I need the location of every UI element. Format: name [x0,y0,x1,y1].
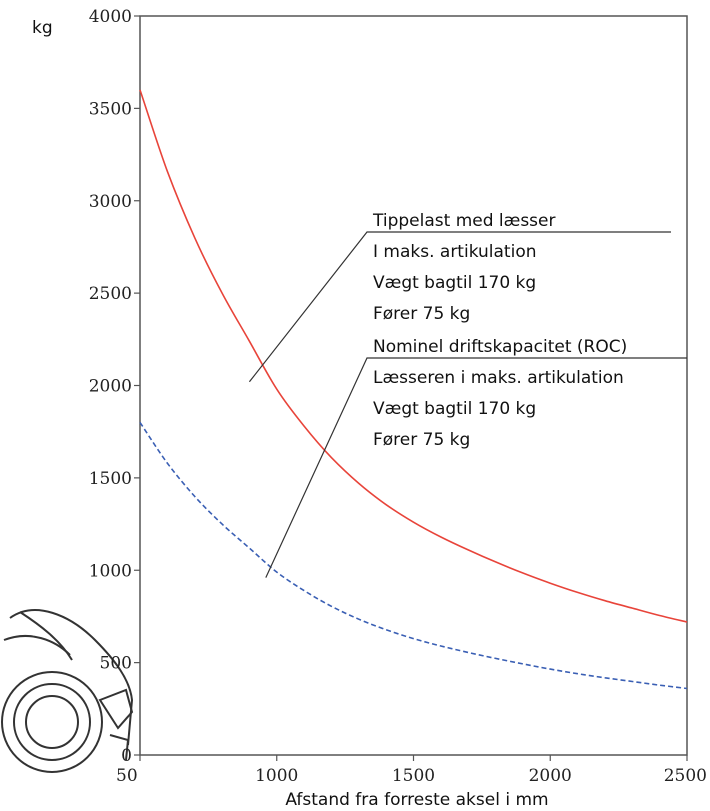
loader-wheel-icon [1,609,134,773]
x-tick-label: 1500 [392,766,435,786]
annotation-line: Vægt bagtil 170 kg [373,399,536,419]
y-tick-label: 3000 [89,192,132,212]
x-tick-label: 1000 [255,766,298,786]
annotation-line: Tippelast med læsser [372,211,555,231]
annotation-line: Fører 75 kg [373,430,470,450]
y-tick-label: 2500 [89,284,132,304]
y-axis-label: kg [32,18,53,38]
annotation-leader-line [265,357,687,578]
series-line-roc [139,421,688,690]
y-tick-label: 4000 [89,7,132,27]
series-line-tipping-load [139,89,688,623]
annotation-line: I maks. artikulation [373,242,537,262]
y-tick-label: 3500 [89,99,132,119]
y-tick-label: 1000 [89,561,132,581]
x-axis-label: Afstand fra forreste aksel i mm [285,790,548,810]
y-tick-label: 0 [121,746,132,766]
x-tick-label: 2000 [529,766,572,786]
y-tick-label: 500 [100,654,132,674]
annotation-line: Nominel driftskapacitet (ROC) [373,337,627,357]
annotation-line: Læsseren i maks. artikulation [373,368,624,388]
y-tick-label: 1500 [89,469,132,489]
x-tick-label: 50 [116,766,138,786]
annotation-line: Vægt bagtil 170 kg [373,273,536,293]
annotation-line: Fører 75 kg [373,304,470,324]
annotation-leader-line [248,231,671,383]
x-tick-label: 2500 [664,766,707,786]
y-tick-label: 2000 [89,377,132,397]
